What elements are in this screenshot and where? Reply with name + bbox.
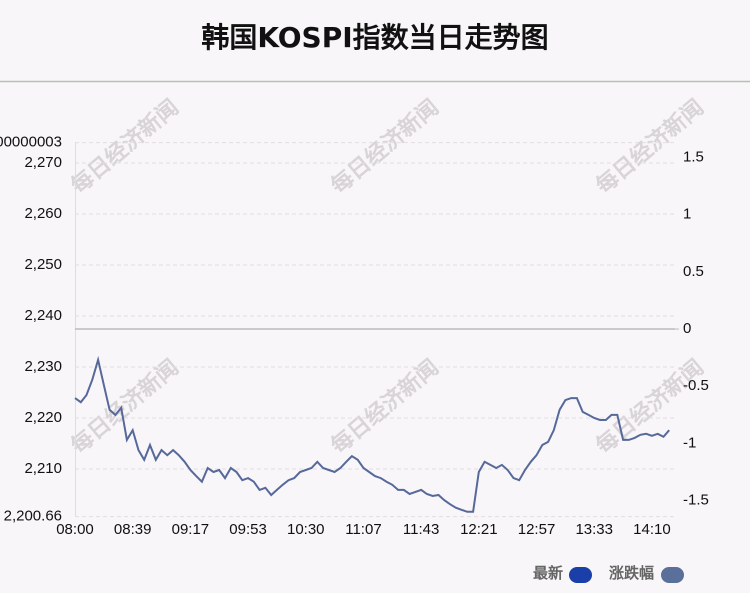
x-tick-label: 09:53 [229, 521, 267, 538]
y-tick-label: 2,230 [24, 358, 62, 375]
legend-label: 最新 [533, 564, 563, 582]
y2-tick-label: 1 [683, 206, 691, 223]
x-tick-label: 12:57 [518, 521, 556, 538]
y2-tick-label: -1.5 [683, 492, 709, 509]
y-tick-label: 2,260 [24, 205, 62, 222]
x-tick-label: 08:00 [56, 521, 94, 538]
y-tick-label: 2,274.0000000003 [0, 134, 62, 151]
y2-tick-label: -0.5 [683, 377, 709, 394]
y-tick-label: 2,250 [24, 256, 62, 273]
y-tick-label: 2,210 [24, 460, 62, 477]
x-tick-label: 11:07 [345, 521, 381, 538]
x-tick-label: 11:43 [403, 521, 439, 538]
x-tick-label: 13:33 [575, 521, 613, 538]
y-tick-label: 2,200.66 [4, 508, 62, 525]
y-tick-label: 2,220 [24, 409, 62, 426]
y2-tick-label: -1 [683, 434, 696, 451]
y2-tick-label: 0 [683, 320, 691, 337]
chart-title: 韩国KOSPI指数当日走势图 [201, 21, 548, 54]
x-tick-label: 08:39 [114, 521, 152, 538]
y-tick-label: 2,240 [24, 307, 62, 324]
y2-tick-label: 1.5 [683, 148, 704, 165]
y-tick-label: 2,270 [24, 154, 62, 171]
x-tick-label: 12:21 [460, 521, 498, 538]
x-tick-label: 09:17 [172, 521, 210, 538]
legend-swatch [661, 567, 684, 583]
legend-label: 涨跌幅 [609, 564, 654, 582]
x-tick-label: 10:30 [287, 521, 325, 538]
legend-swatch [569, 567, 592, 583]
y2-tick-label: 0.5 [683, 263, 704, 280]
price-line [74, 355, 670, 513]
x-tick-label: 14:10 [633, 521, 671, 538]
